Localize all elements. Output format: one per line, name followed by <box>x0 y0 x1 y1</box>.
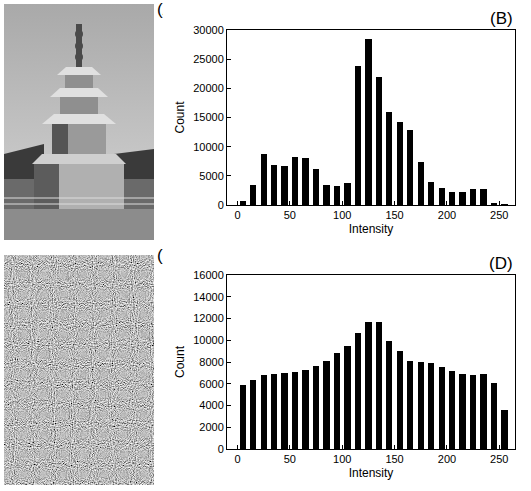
svg-text:0: 0 <box>218 443 224 455</box>
svg-text:20000: 20000 <box>193 82 224 94</box>
svg-text:250: 250 <box>490 209 508 221</box>
svg-text:250: 250 <box>490 453 508 465</box>
svg-text:12000: 12000 <box>193 312 224 324</box>
svg-text:25000: 25000 <box>193 53 224 65</box>
svg-text:6000: 6000 <box>199 378 223 390</box>
svg-text:Count: Count <box>173 345 187 378</box>
html-text:(A): (A) <box>157 0 180 19</box>
svg-text:0: 0 <box>234 209 240 221</box>
svg-text:100: 100 <box>333 453 351 465</box>
svg-text:30000: 30000 <box>193 24 224 36</box>
svg-text:15000: 15000 <box>193 111 224 123</box>
svg-text:Intensity: Intensity <box>349 466 394 480</box>
svg-text:(B): (B) <box>490 9 513 28</box>
svg-text:50: 50 <box>284 453 296 465</box>
svg-text:16000: 16000 <box>193 269 224 281</box>
svg-text:Intensity: Intensity <box>349 222 394 236</box>
svg-text:150: 150 <box>385 209 403 221</box>
svg-text:14000: 14000 <box>193 291 224 303</box>
svg-text:100: 100 <box>333 209 351 221</box>
svg-text:150: 150 <box>385 453 403 465</box>
svg-text:Count: Count <box>173 101 187 134</box>
svg-text:10000: 10000 <box>193 141 224 153</box>
svg-text:8000: 8000 <box>199 356 223 368</box>
svg-text:200: 200 <box>438 453 456 465</box>
svg-text:2000: 2000 <box>199 421 223 433</box>
svg-text:50: 50 <box>284 209 296 221</box>
svg-text:10000: 10000 <box>193 334 224 346</box>
html-text:(C): (C) <box>157 246 181 265</box>
svg-text:4000: 4000 <box>199 399 223 411</box>
svg-text:200: 200 <box>438 209 456 221</box>
svg-text:(D): (D) <box>489 254 513 273</box>
svg-text:5000: 5000 <box>199 170 223 182</box>
svg-text:0: 0 <box>234 453 240 465</box>
svg-text:0: 0 <box>218 199 224 211</box>
